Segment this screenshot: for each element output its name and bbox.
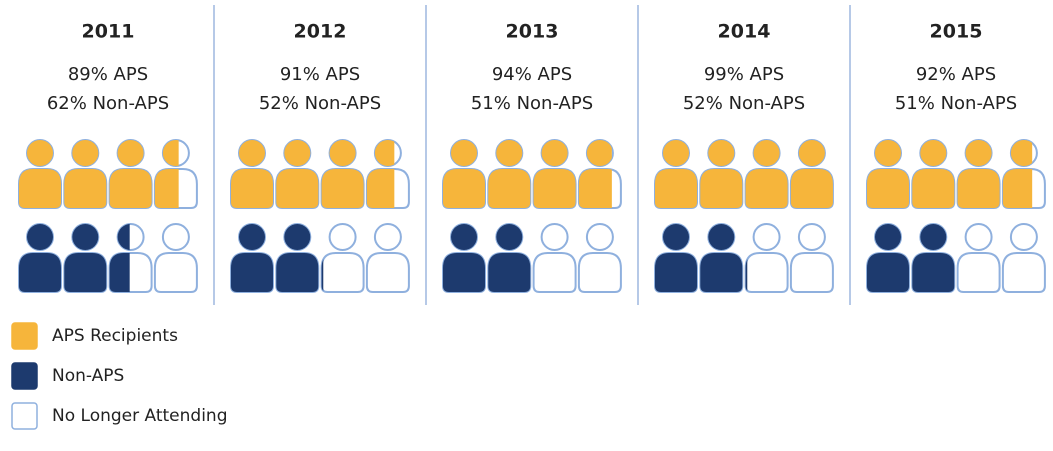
filled-icon xyxy=(745,259,748,291)
empty-icon xyxy=(532,223,577,293)
filled-icon xyxy=(790,140,833,208)
year-label: 2011 xyxy=(82,21,135,43)
legend-label: APS Recipients xyxy=(52,326,178,346)
filled-icon xyxy=(321,259,324,291)
value-label: 52% Non-APS xyxy=(683,93,805,114)
filled-icon xyxy=(276,140,319,208)
filled-icon xyxy=(488,224,531,292)
filled-icon xyxy=(912,224,955,292)
filled-icon xyxy=(231,224,273,292)
filled-icon xyxy=(19,140,61,208)
filled-icon xyxy=(276,224,319,292)
value-label: 94% APS xyxy=(492,64,572,85)
empty-icon xyxy=(365,223,410,293)
value-label: 62% Non-APS xyxy=(47,93,169,114)
empty-icon xyxy=(744,223,789,293)
filled-icon xyxy=(488,140,531,208)
empty-icon xyxy=(153,223,198,293)
filled-icon xyxy=(366,140,395,208)
year-label: 2013 xyxy=(506,21,559,43)
value-label: 89% APS xyxy=(68,64,148,85)
filled-icon xyxy=(533,140,576,208)
filled-icon xyxy=(64,140,107,208)
empty-icon xyxy=(789,223,834,293)
filled-icon xyxy=(957,140,1000,208)
filled-icon xyxy=(321,140,364,208)
filled-icon xyxy=(443,224,485,292)
empty-icon xyxy=(320,223,365,293)
legend-label: Non-APS xyxy=(52,366,124,386)
filled-icon xyxy=(700,224,743,292)
value-label: 51% Non-APS xyxy=(895,93,1017,114)
empty-icon xyxy=(1001,223,1046,293)
filled-icon xyxy=(64,224,107,292)
filled-icon xyxy=(700,140,743,208)
filled-icon xyxy=(231,140,273,208)
filled-icon xyxy=(578,140,612,208)
value-label: 52% Non-APS xyxy=(259,93,381,114)
filled-icon xyxy=(109,140,152,208)
filled-icon xyxy=(655,224,697,292)
year-label: 2014 xyxy=(718,21,771,43)
filled-icon xyxy=(867,140,909,208)
legend-swatch xyxy=(11,362,38,390)
value-label: 92% APS xyxy=(916,64,996,85)
value-label: 99% APS xyxy=(704,64,784,85)
value-label: 91% APS xyxy=(280,64,360,85)
year-label: 2012 xyxy=(294,21,347,43)
filled-icon xyxy=(867,224,909,292)
legend-swatch xyxy=(11,322,38,350)
year-label: 2015 xyxy=(930,21,983,43)
filled-icon xyxy=(109,224,130,292)
filled-icon xyxy=(443,140,485,208)
value-label: 51% Non-APS xyxy=(471,93,593,114)
filled-icon xyxy=(154,140,179,208)
filled-icon xyxy=(912,140,955,208)
legend-swatch xyxy=(11,402,38,430)
filled-icon xyxy=(655,140,697,208)
empty-icon xyxy=(956,223,1001,293)
filled-icon xyxy=(745,140,788,208)
empty-icon xyxy=(577,223,622,293)
filled-icon xyxy=(1002,140,1033,208)
legend-label: No Longer Attending xyxy=(52,406,228,426)
filled-icon xyxy=(19,224,61,292)
